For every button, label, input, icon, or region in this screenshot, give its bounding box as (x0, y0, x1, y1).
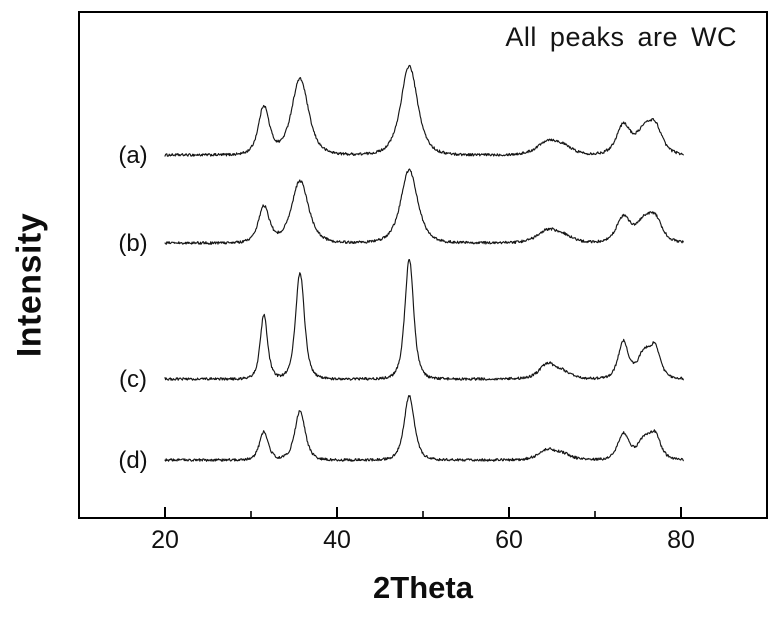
series-curve-c (164, 259, 684, 381)
x-tick-label: 40 (323, 526, 351, 554)
series-curve-a (164, 64, 684, 157)
peak-annotation: All peaks are WC (505, 22, 737, 52)
plot-border (78, 11, 768, 519)
x-axis-label: 2Theta (373, 570, 473, 605)
x-tick-label: 80 (667, 526, 695, 554)
series-label-b: (b) (118, 230, 147, 257)
series-label-c: (c) (119, 366, 147, 393)
series-curve-b (164, 168, 684, 245)
series-label-d: (d) (118, 447, 147, 474)
x-tick-label: 20 (151, 526, 179, 554)
series-label-a: (a) (118, 142, 147, 169)
series-curve-d (164, 395, 684, 462)
x-tick-label: 60 (495, 526, 523, 554)
y-axis-label: Intensity (10, 212, 49, 358)
